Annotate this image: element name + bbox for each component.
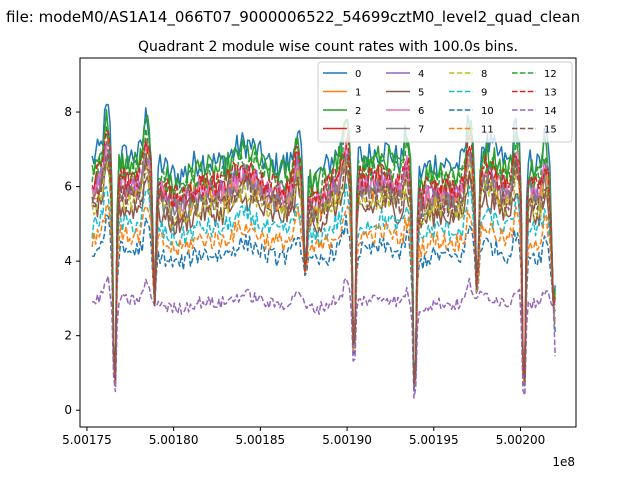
y-tick-label: 2 — [64, 329, 72, 343]
legend-label-11: 11 — [481, 125, 494, 136]
legend-label-5: 5 — [418, 88, 424, 99]
chart-title: Quadrant 2 module wise count rates with … — [138, 39, 518, 55]
series-line-13 — [91, 129, 556, 385]
series-line-14 — [92, 275, 556, 399]
series-line-15 — [91, 153, 556, 386]
legend-label-2: 2 — [355, 106, 361, 117]
x-tick-label: 5.00200 — [496, 433, 546, 447]
x-tick-label: 5.00190 — [322, 433, 372, 447]
legend-label-0: 0 — [355, 69, 361, 80]
x-tick-label: 5.00180 — [149, 433, 199, 447]
plot-frame — [79, 57, 577, 428]
legend-label-12: 12 — [544, 69, 557, 80]
legend-box — [317, 61, 573, 143]
legend-label-13: 13 — [544, 88, 557, 99]
suptitle: a file: modeM0/AS1A14_066T07_9000006522_… — [0, 8, 580, 27]
x-tick-label: 5.00195 — [409, 433, 459, 447]
y-tick-label: 0 — [64, 403, 72, 417]
legend-label-6: 6 — [418, 106, 424, 117]
series-line-8 — [91, 161, 556, 389]
series-line-11 — [91, 203, 556, 391]
x-tick-label: 5.00185 — [236, 433, 286, 447]
legend-label-14: 14 — [544, 106, 557, 117]
legend-label-8: 8 — [481, 69, 487, 80]
y-tick-label: 4 — [64, 254, 72, 268]
legend-label-9: 9 — [481, 88, 487, 99]
x-tick-label: 5.00175 — [62, 433, 112, 447]
legend-label-1: 1 — [355, 88, 361, 99]
legend-label-15: 15 — [544, 125, 557, 136]
y-tick-label: 6 — [64, 180, 72, 194]
legend-label-7: 7 — [418, 125, 424, 136]
y-tick-label: 8 — [64, 105, 72, 119]
x-offset-label: 1e8 — [552, 455, 575, 469]
legend-label-4: 4 — [418, 69, 424, 80]
legend-label-3: 3 — [355, 125, 361, 136]
legend-label-10: 10 — [481, 106, 494, 117]
